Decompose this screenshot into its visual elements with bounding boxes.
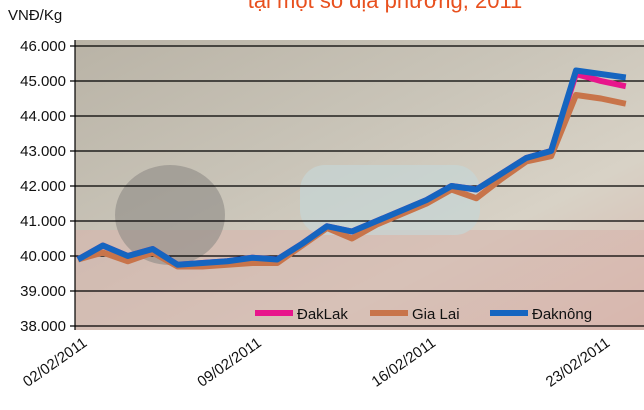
x-tick-label: 23/02/2011: [543, 334, 613, 390]
x-tick-label: 09/02/2011: [194, 334, 264, 390]
y-tick-label: 42.000: [20, 178, 66, 195]
y-tick-label: 38.000: [20, 318, 66, 335]
y-tick-label: 40.000: [20, 248, 66, 265]
photo-wheel: [115, 165, 225, 265]
legend-label: Đaknông: [532, 306, 592, 323]
x-tick-label: 02/02/2011: [20, 334, 90, 390]
y-tick-label: 41.000: [20, 213, 66, 230]
y-tick-label: 43.000: [20, 143, 66, 160]
x-tick-label: 16/02/2011: [369, 334, 439, 390]
series-line: [76, 67, 627, 268]
y-tick-label: 45.000: [20, 73, 66, 90]
y-tick-label: 39.000: [20, 283, 66, 300]
legend-label: Gia Lai: [412, 306, 460, 323]
chart-title: tại một số địa phương, 2011: [248, 0, 523, 13]
photo-sack: [300, 165, 480, 235]
y-tick-label: 46.000: [20, 38, 66, 55]
legend-label: ĐakLak: [297, 306, 348, 323]
y-tick-label: 44.000: [20, 108, 66, 125]
y-axis-label: VNĐ/Kg: [8, 7, 62, 24]
